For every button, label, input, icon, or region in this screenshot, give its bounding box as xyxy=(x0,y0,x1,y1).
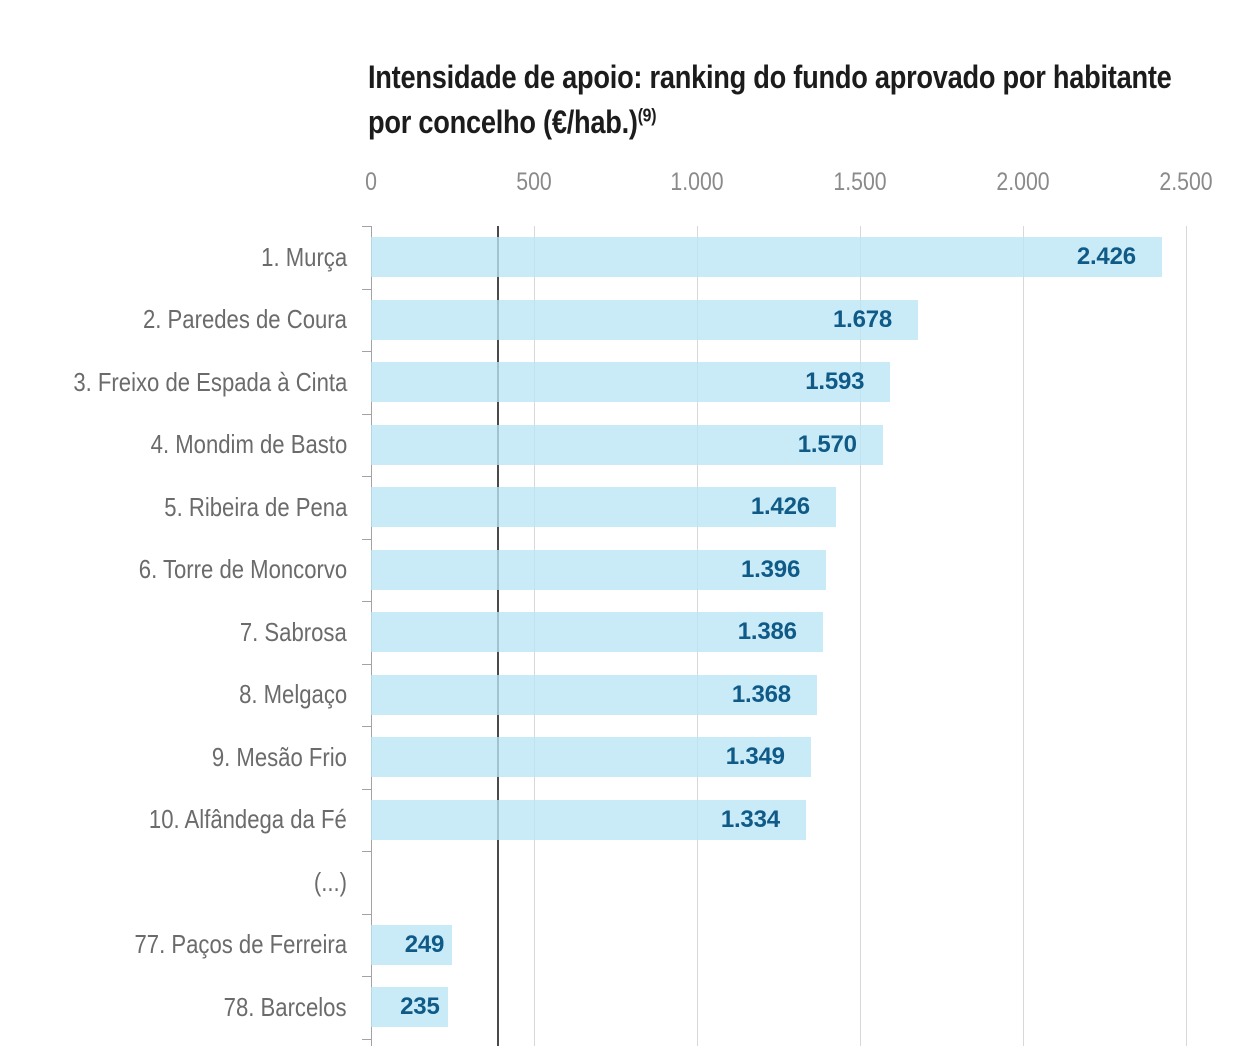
category-label: 8. Melgaço xyxy=(0,664,347,727)
y-axis-tick-mark xyxy=(362,976,371,977)
y-axis-tick-mark xyxy=(362,1038,371,1040)
category-label-text: 9. Mesão Frio xyxy=(211,741,347,772)
value-label: 1.570 xyxy=(797,430,857,458)
y-axis-tick-mark xyxy=(362,601,371,602)
y-axis-tick-mark xyxy=(362,851,371,852)
x-axis-tick-label: 2.500 xyxy=(1159,168,1213,196)
y-axis-tick-mark xyxy=(362,226,371,227)
value-label: 1.678 xyxy=(832,305,893,333)
category-label-text: 78. Barcelos xyxy=(224,991,347,1022)
bar-row: 2. Paredes de Coura 1.678 xyxy=(0,289,1239,352)
y-axis-tick-mark xyxy=(362,913,371,915)
category-label-text: 5. Ribeira de Pena xyxy=(163,491,347,522)
plot-area: 1. Murça 2.426 2. Paredes de Coura 1.678 3. … xyxy=(0,226,1239,1046)
category-label-text: 3. Freixo de Espada à Cinta xyxy=(73,366,347,397)
category-label: 10. Alfândega da Fé xyxy=(0,789,347,852)
bar: 1.678 xyxy=(371,299,919,340)
x-axis-tick-label: 0 xyxy=(365,168,377,196)
category-label-text: 1. Murça xyxy=(261,241,347,272)
value-label: 1.386 xyxy=(737,618,797,646)
value-label: 1.368 xyxy=(731,680,791,708)
category-label: 4. Mondim de Basto xyxy=(0,414,347,477)
y-axis-tick-mark xyxy=(362,351,371,352)
value-label: 249 xyxy=(404,930,445,958)
category-label: 9. Mesão Frio xyxy=(0,726,347,789)
bar: 235 xyxy=(371,987,448,1028)
category-label-text: 7. Sabrosa xyxy=(240,616,347,647)
x-axis-tick-label: 2.000 xyxy=(996,168,1050,196)
y-axis-tick-mark xyxy=(362,413,371,415)
bar: 249 xyxy=(371,924,453,965)
chart-title-superscript: (9) xyxy=(637,104,657,126)
category-label: 77. Paços de Ferreira xyxy=(0,914,347,977)
bar-row: 1. Murça 2.426 xyxy=(0,226,1239,289)
bar-row: 8. Melgaço 1.368 xyxy=(0,664,1239,727)
value-label: 235 xyxy=(400,993,440,1021)
bar-row: 9. Mesão Frio 1.349 xyxy=(0,726,1239,789)
category-label-text: 77. Paços de Ferreira xyxy=(134,929,347,960)
y-axis-tick-mark xyxy=(362,288,371,290)
bar-row: (...) xyxy=(0,851,1239,914)
y-axis-tick-mark xyxy=(362,538,371,540)
value-label: 1.426 xyxy=(750,493,810,521)
category-label: 2. Paredes de Coura xyxy=(0,289,347,352)
category-label: 1. Murça xyxy=(0,226,347,289)
bar-row: 78. Barcelos 235 xyxy=(0,976,1239,1039)
value-label: 2.426 xyxy=(1076,243,1136,271)
category-label-text: 4. Mondim de Basto xyxy=(150,429,347,460)
bar: 1.349 xyxy=(371,737,811,778)
category-label: 7. Sabrosa xyxy=(0,601,347,664)
bar: 1.570 xyxy=(371,424,883,465)
value-label: 1.334 xyxy=(720,805,780,833)
gridline xyxy=(1186,226,1187,1046)
y-axis-tick-mark xyxy=(362,476,371,477)
category-label: 5. Ribeira de Pena xyxy=(0,476,347,539)
bar-row: 5. Ribeira de Pena 1.426 xyxy=(0,476,1239,539)
bar: 1.334 xyxy=(371,799,806,840)
y-axis-tick-mark xyxy=(362,663,371,665)
bar-row: 7. Sabrosa 1.386 xyxy=(0,601,1239,664)
bar-row: 10. Alfândega da Fé 1.334 xyxy=(0,789,1239,852)
bar-row: 6. Torre de Moncorvo 1.396 xyxy=(0,539,1239,602)
category-label-text: (...) xyxy=(313,866,347,897)
bar: 2.426 xyxy=(371,237,1162,278)
value-label: 1.349 xyxy=(725,743,785,771)
bar-row: 4. Mondim de Basto 1.570 xyxy=(0,414,1239,477)
category-label-text: 6. Torre de Moncorvo xyxy=(138,554,347,585)
category-label: 6. Torre de Moncorvo xyxy=(0,539,347,602)
chart-title: Intensidade de apoio: ranking do fundo a… xyxy=(368,55,1184,146)
bar: 1.593 xyxy=(371,362,891,403)
value-label: 1.593 xyxy=(805,368,865,396)
category-label-text: 2. Paredes de Coura xyxy=(143,304,347,335)
category-label-text: 10. Alfândega da Fé xyxy=(149,804,347,835)
value-label: 1.396 xyxy=(741,555,801,583)
bar: 1.426 xyxy=(371,487,836,528)
bar-row: 77. Paços de Ferreira 249 xyxy=(0,914,1239,977)
y-axis-tick-mark xyxy=(362,788,371,790)
bar: 1.368 xyxy=(371,674,817,715)
gridline xyxy=(860,226,861,1046)
chart-title-text: Intensidade de apoio: ranking do fundo a… xyxy=(368,59,1172,141)
x-axis-tick-label: 1.000 xyxy=(670,168,724,196)
bar-row: 3. Freixo de Espada à Cinta 1.593 xyxy=(0,351,1239,414)
x-axis: 0 500 1.000 1.500 2.000 2.500 xyxy=(0,168,1239,204)
category-label: (...) xyxy=(0,851,347,914)
bar: 1.386 xyxy=(371,612,823,653)
bar: 1.396 xyxy=(371,549,827,590)
category-label: 3. Freixo de Espada à Cinta xyxy=(0,351,347,414)
y-axis-tick-mark xyxy=(362,726,371,727)
gridline xyxy=(1023,226,1024,1046)
category-label: 78. Barcelos xyxy=(0,976,347,1039)
x-axis-tick-label: 1.500 xyxy=(833,168,887,196)
category-label-text: 8. Melgaço xyxy=(238,679,347,710)
x-axis-tick-label: 500 xyxy=(516,168,552,196)
